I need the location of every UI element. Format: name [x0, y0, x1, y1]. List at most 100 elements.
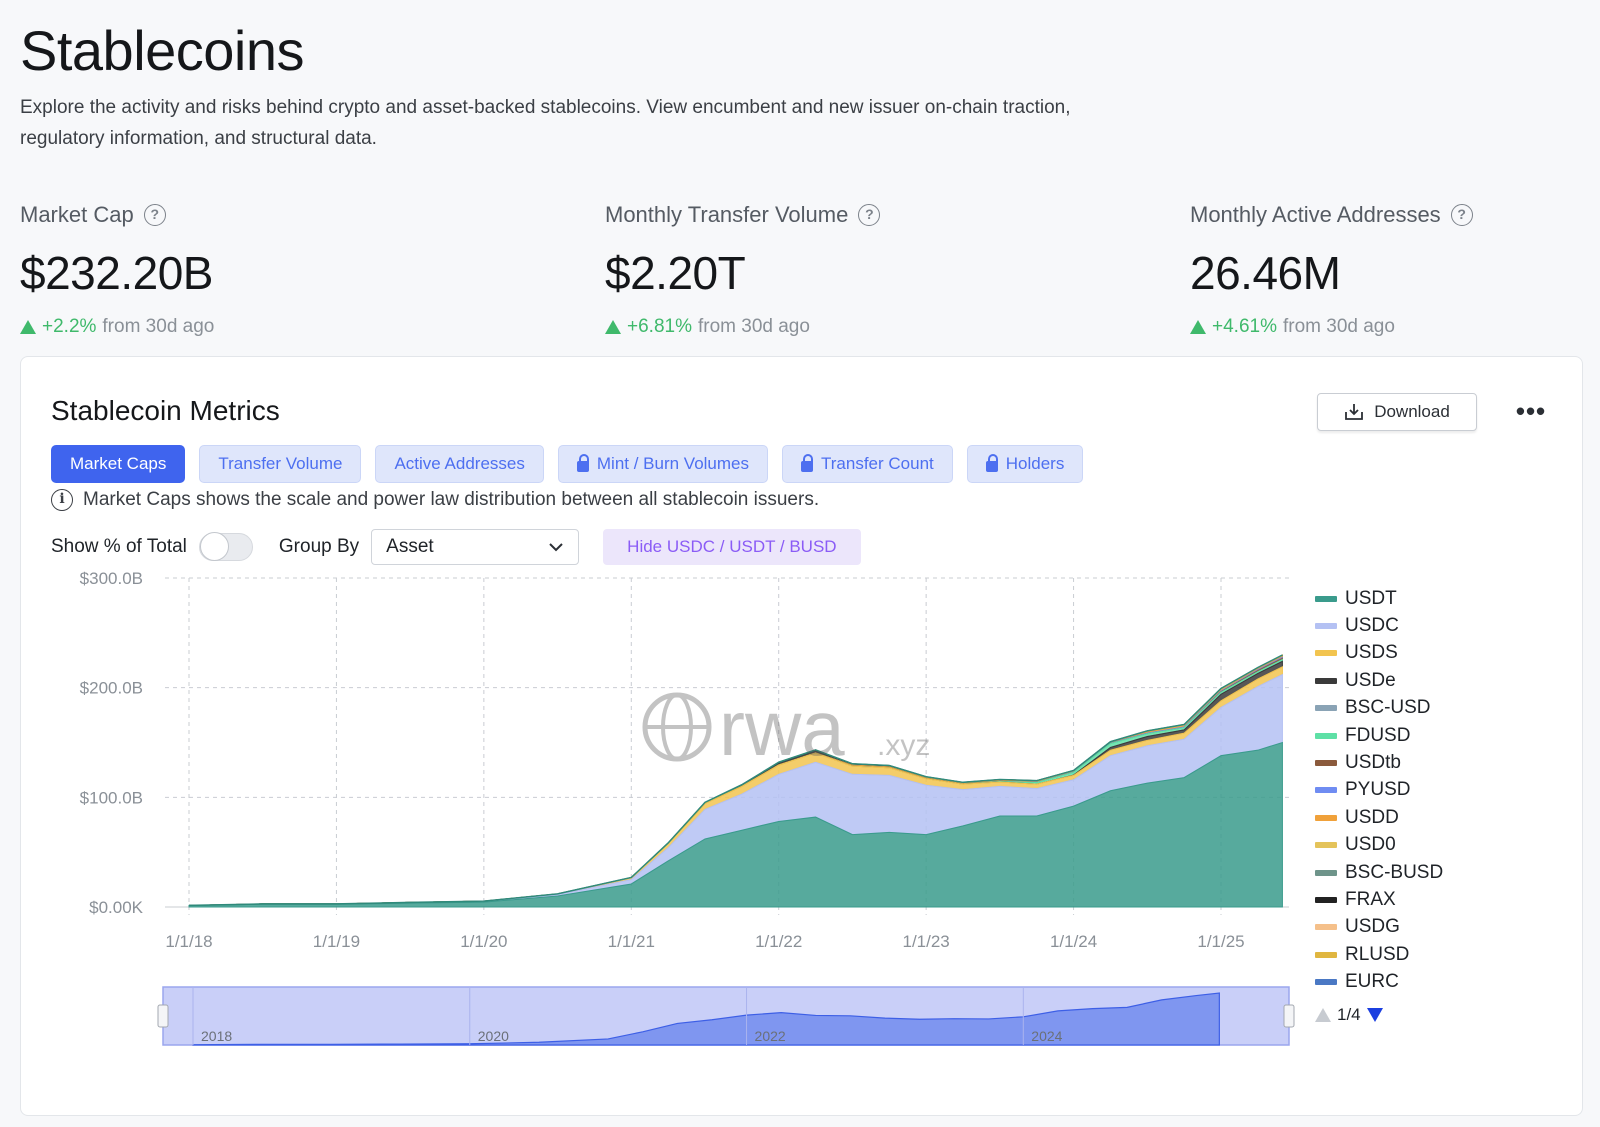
legend-label: USDC — [1345, 615, 1399, 637]
watermark-text: rwa — [719, 684, 845, 772]
tab-active-addresses[interactable]: Active Addresses — [375, 445, 544, 483]
legend-item[interactable]: BSC-BUSD — [1315, 859, 1443, 886]
legend-swatch — [1315, 677, 1337, 684]
legend-item[interactable]: USD0 — [1315, 832, 1443, 859]
legend-label: USDT — [1345, 587, 1397, 609]
stat-value: $2.20T — [605, 247, 746, 299]
legend-item[interactable]: USDS — [1315, 640, 1443, 667]
legend-label: USDe — [1345, 669, 1396, 691]
navigator-handle-left[interactable] — [157, 1004, 169, 1028]
legend-swatch — [1315, 814, 1337, 821]
y-tick-label: $200.0B — [80, 679, 143, 698]
tab-transfer-volume[interactable]: Transfer Volume — [199, 445, 362, 483]
legend-item[interactable]: USDe — [1315, 667, 1443, 694]
toggle-knob — [199, 532, 229, 561]
globe-icon — [642, 692, 712, 762]
tab-transfer-count[interactable]: Transfer Count — [782, 445, 953, 483]
tab-market-caps[interactable]: Market Caps — [51, 445, 186, 483]
legend-swatch — [1315, 732, 1337, 739]
legend-item[interactable]: RLUSD — [1315, 941, 1443, 968]
legend-swatch — [1315, 705, 1337, 712]
y-tick-label: $100.0B — [80, 788, 143, 807]
legend-label: FDUSD — [1345, 724, 1411, 746]
y-tick-label: $300.0B — [80, 569, 143, 588]
legend-item[interactable]: FRAX — [1315, 886, 1443, 913]
navigator-label: 2022 — [755, 1028, 786, 1044]
legend-pager: 1/4 — [1315, 1005, 1383, 1025]
show-pct-label: Show % of Total — [51, 536, 187, 557]
more-options-button[interactable]: ••• — [1515, 395, 1547, 426]
legend-item[interactable]: USDD — [1315, 804, 1443, 831]
legend-item[interactable]: USDG — [1315, 914, 1443, 941]
navigator-label: 2018 — [201, 1028, 232, 1044]
stat-value: $232.20B — [20, 247, 213, 299]
tab-label: Transfer Count — [821, 454, 934, 473]
pager-text: 1/4 — [1337, 1005, 1361, 1024]
legend-item[interactable]: BSC-USD — [1315, 695, 1443, 722]
help-icon[interactable]: ? — [1450, 204, 1473, 226]
hide-majors-button[interactable]: Hide USDC / USDT / BUSD — [603, 529, 861, 565]
tab-label: Transfer Volume — [218, 454, 343, 473]
tab-mint-burn-volumes[interactable]: Mint / Burn Volumes — [557, 445, 768, 483]
metric-tabs: Market Caps Transfer Volume Active Address… — [51, 445, 1084, 483]
navigator-handle-right[interactable] — [1283, 1004, 1295, 1028]
change-suffix: from 30d ago — [697, 316, 810, 337]
lock-icon — [985, 453, 998, 472]
pager-up-arrow[interactable] — [1315, 1008, 1331, 1022]
market-cap-chart: $300.0B $200.0B $100.0B $0.00K 1/1/18 1/1/19 1… — [80, 569, 1295, 1046]
legend-label: USDtb — [1345, 752, 1401, 774]
download-button[interactable]: Download — [1317, 393, 1477, 431]
stat-label: Market Cap — [20, 202, 134, 227]
legend-swatch — [1315, 842, 1337, 849]
legend-label: USD0 — [1345, 834, 1396, 856]
stat-block: Monthly Active Addresses? 26.46M +4.61% fro… — [1190, 202, 1600, 338]
legend-item[interactable]: USDtb — [1315, 749, 1443, 776]
tab-label: Holders — [1005, 454, 1065, 473]
pager-down-arrow[interactable] — [1366, 1008, 1383, 1022]
x-tick-label: 1/1/24 — [1050, 932, 1097, 951]
x-tick-label: 1/1/19 — [313, 932, 360, 951]
legend-label: FRAX — [1345, 888, 1396, 910]
page-description: Explore the activity and risks behind cr… — [20, 97, 1071, 149]
x-tick-label: 1/1/23 — [903, 932, 950, 951]
chart-legend: USDT USDC USDS USDe BSC-USD FDUSD USDtb PYUSD US… — [1315, 585, 1443, 996]
watermark-suffix: .xyz — [877, 729, 930, 762]
legend-swatch — [1315, 787, 1337, 794]
chevron-down-icon — [549, 543, 563, 552]
legend-label: USDG — [1345, 916, 1400, 938]
change-suffix: from 30d ago — [102, 316, 215, 337]
stat-label: Monthly Active Addresses — [1190, 202, 1441, 227]
legend-item[interactable]: PYUSD — [1315, 777, 1443, 804]
help-icon[interactable]: ? — [858, 204, 881, 226]
tab-holders[interactable]: Holders — [966, 445, 1084, 483]
legend-swatch — [1315, 869, 1337, 876]
stat-change: +6.81% from 30d ago — [605, 316, 1165, 338]
group-by-select[interactable]: Asset — [371, 529, 580, 565]
stablecoin-metrics-card: Stablecoin Metrics Download ••• Market C… — [20, 356, 1583, 1116]
stat-label-row: Monthly Transfer Volume? — [605, 202, 1165, 228]
legend-swatch — [1315, 760, 1337, 767]
globe-meridian — [661, 693, 693, 761]
legend-item[interactable]: USDT — [1315, 585, 1443, 612]
navigator-series — [192, 992, 1220, 1046]
legend-item[interactable]: USDC — [1315, 612, 1443, 639]
up-arrow-icon — [1190, 320, 1206, 334]
stat-label-row: Monthly Active Addresses? — [1190, 202, 1600, 228]
tab-label: Mint / Burn Volumes — [596, 454, 749, 473]
legend-label: PYUSD — [1345, 779, 1411, 801]
legend-item[interactable]: FDUSD — [1315, 722, 1443, 749]
x-tick-label: 1/1/18 — [165, 932, 212, 951]
area-series-usdt — [188, 741, 1283, 908]
info-row: i Market Caps shows the scale and power … — [51, 489, 819, 511]
show-pct-toggle[interactable] — [198, 532, 253, 561]
legend-swatch — [1315, 650, 1337, 657]
x-tick-label: 1/1/21 — [608, 932, 655, 951]
navigator-label: 2024 — [1031, 1028, 1062, 1044]
legend-item[interactable]: EURC — [1315, 968, 1443, 995]
info-icon: i — [51, 489, 73, 511]
tab-label: Active Addresses — [394, 454, 525, 473]
legend-swatch — [1315, 896, 1337, 903]
stat-label-row: Market Cap? — [20, 202, 580, 228]
help-icon[interactable]: ? — [143, 204, 166, 226]
download-icon — [1345, 404, 1364, 420]
